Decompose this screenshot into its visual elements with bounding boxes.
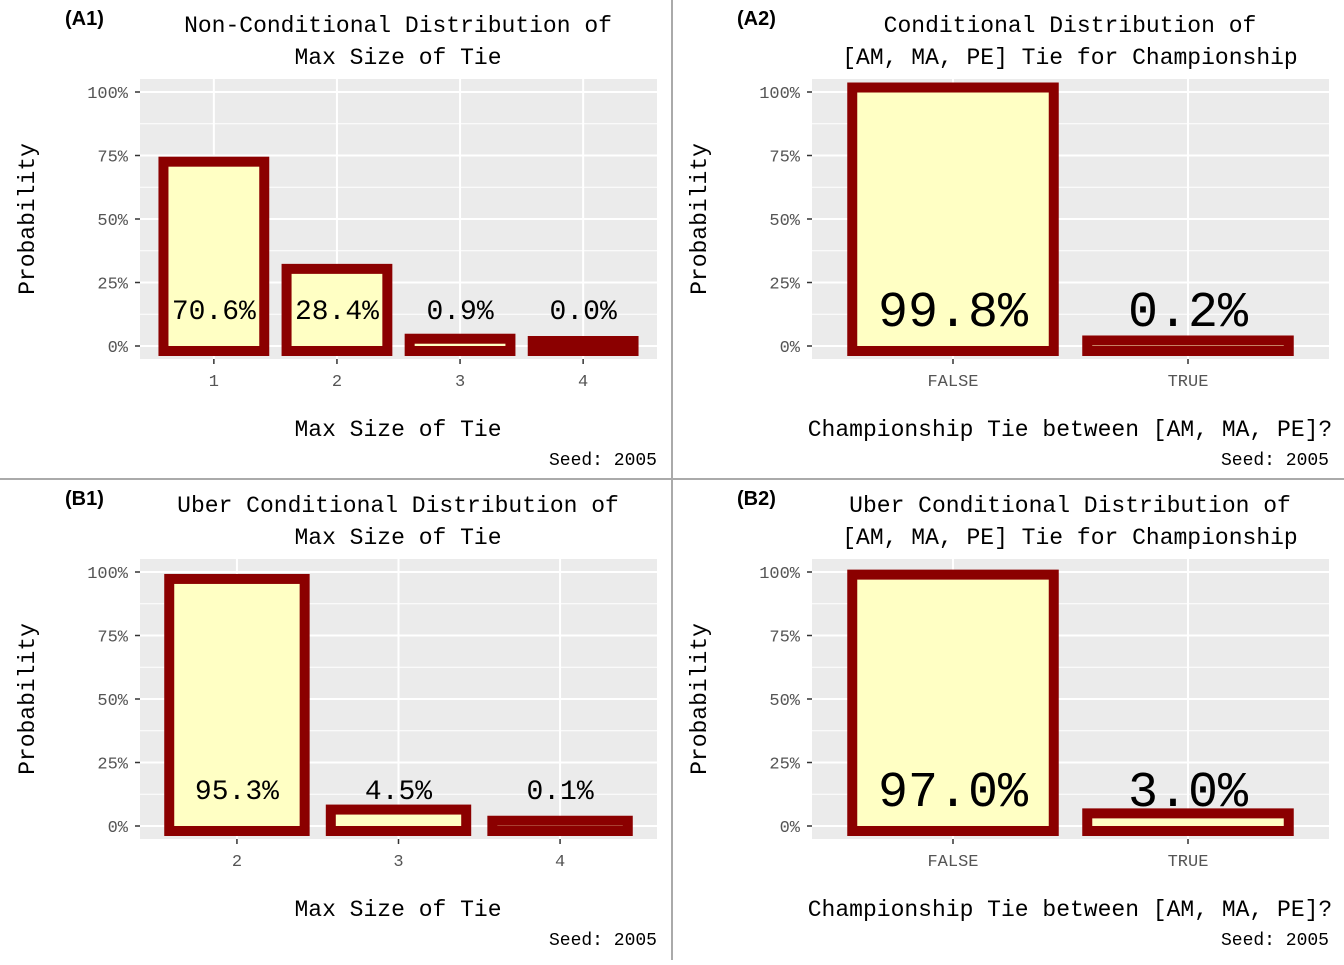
y-tick-label: 25%	[97, 756, 128, 775]
y-tick-label: 0%	[780, 819, 801, 838]
horizontal-divider	[0, 478, 1344, 480]
y-tick-label: 25%	[769, 276, 800, 295]
panel-a1: (A1) Non-Conditional Distribution of Max S…	[0, 0, 672, 480]
y-tick-label: 100%	[87, 565, 129, 584]
y-tick-label: 50%	[769, 692, 800, 711]
y-tick-label: 50%	[97, 212, 128, 231]
bar	[281, 263, 393, 357]
bar	[1082, 808, 1294, 837]
seed-caption: Seed: 2005	[549, 931, 657, 951]
x-tick-label: 1	[209, 373, 219, 392]
bar	[487, 815, 633, 837]
seed-caption: Seed: 2005	[549, 451, 657, 471]
seed-caption: Seed: 2005	[1221, 451, 1329, 471]
seed-caption: Seed: 2005	[1221, 931, 1329, 951]
panel-tag: (B1)	[65, 488, 104, 510]
x-tick-label: 3	[455, 373, 465, 392]
chart-title: Uber Conditional Distribution of	[849, 493, 1291, 519]
y-tick-label: 50%	[769, 212, 800, 231]
y-tick-label: 0%	[780, 339, 801, 358]
y-tick-label: 100%	[759, 85, 801, 104]
bar-chart: (A2) Conditional Distribution of [AM, MA, …	[687, 8, 1333, 471]
y-tick-label: 100%	[759, 565, 801, 584]
x-tick-label: TRUE	[1168, 373, 1209, 392]
data-label: 95.3%	[195, 777, 279, 808]
bar	[847, 82, 1059, 357]
bar	[164, 573, 310, 836]
x-tick-label: FALSE	[927, 853, 978, 872]
bar-chart: (B1) Uber Conditional Distribution of Max …	[15, 488, 657, 951]
data-label: 0.0%	[550, 297, 617, 328]
bar	[527, 336, 639, 356]
chart-title: Uber Conditional Distribution of	[177, 493, 619, 519]
chart-title: [AM, MA, PE] Tie for Championship	[842, 525, 1297, 551]
chart-title: [AM, MA, PE] Tie for Championship	[842, 45, 1297, 71]
panel-b2: (B2) Uber Conditional Distribution of [AM,…	[672, 480, 1344, 960]
bar	[847, 569, 1059, 837]
x-tick-label: 3	[393, 853, 403, 872]
y-tick-label: 25%	[97, 276, 128, 295]
data-label: 3.0%	[1128, 765, 1249, 822]
bar	[404, 333, 516, 356]
panel-a2: (A2) Conditional Distribution of [AM, MA, …	[672, 0, 1344, 480]
y-axis-title: Probability	[15, 143, 41, 295]
y-tick-label: 75%	[769, 149, 800, 168]
y-tick-label: 50%	[97, 692, 128, 711]
y-tick-label: 100%	[87, 85, 129, 104]
y-tick-label: 25%	[769, 756, 800, 775]
x-tick-label: 4	[555, 853, 565, 872]
x-tick-label: FALSE	[927, 373, 978, 392]
bar	[325, 804, 472, 837]
vertical-divider	[671, 0, 673, 960]
panel-tag: (B2)	[737, 488, 776, 510]
x-axis-title: Championship Tie between [AM, MA, PE]?	[808, 417, 1333, 443]
chart-title: Max Size of Tie	[294, 45, 501, 71]
x-tick-label: 2	[332, 373, 342, 392]
chart-title: Max Size of Tie	[294, 525, 501, 551]
y-tick-label: 75%	[97, 629, 128, 648]
data-label: 99.8%	[878, 285, 1029, 342]
bar-chart: (B2) Uber Conditional Distribution of [AM,…	[687, 488, 1333, 951]
y-axis-title: Probability	[687, 623, 713, 775]
y-tick-label: 0%	[108, 339, 129, 358]
data-label: 0.9%	[426, 297, 493, 328]
y-tick-label: 75%	[97, 149, 128, 168]
data-label: 97.0%	[878, 765, 1029, 822]
data-label: 4.5%	[365, 777, 432, 808]
y-axis-title: Probability	[15, 623, 41, 775]
bar	[158, 156, 270, 356]
data-label: 28.4%	[295, 297, 379, 328]
data-label: 70.6%	[172, 297, 256, 328]
x-axis-title: Max Size of Tie	[294, 417, 501, 443]
y-tick-label: 0%	[108, 819, 129, 838]
panel-tag: (A1)	[65, 8, 104, 30]
x-axis-title: Max Size of Tie	[294, 897, 501, 923]
data-label: 0.2%	[1128, 285, 1249, 342]
bar	[1082, 335, 1294, 357]
chart-title: Conditional Distribution of	[884, 13, 1257, 39]
bar-chart: (A1) Non-Conditional Distribution of Max S…	[15, 8, 657, 471]
x-tick-label: 4	[578, 373, 588, 392]
panel-b1: (B1) Uber Conditional Distribution of Max …	[0, 480, 672, 960]
panel-tag: (A2)	[737, 8, 776, 30]
chart-title: Non-Conditional Distribution of	[184, 13, 612, 39]
y-tick-label: 75%	[769, 629, 800, 648]
x-axis-title: Championship Tie between [AM, MA, PE]?	[808, 897, 1333, 923]
y-axis-title: Probability	[687, 143, 713, 295]
x-tick-label: 2	[232, 853, 242, 872]
x-tick-label: TRUE	[1168, 853, 1209, 872]
data-label: 0.1%	[526, 777, 593, 808]
